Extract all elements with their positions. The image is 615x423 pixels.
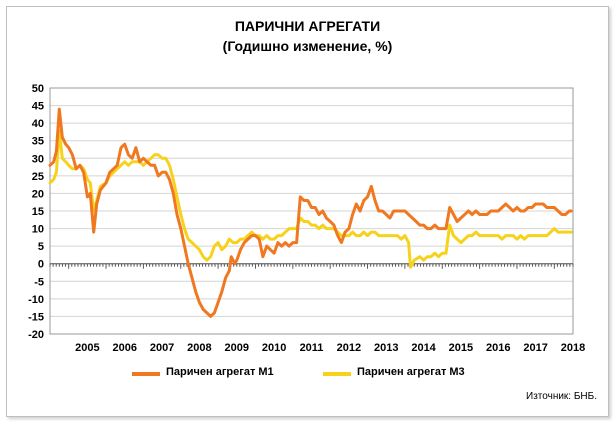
x-tick-label: 2008	[187, 342, 211, 354]
legend-swatch-m1	[132, 372, 160, 376]
series-lines	[48, 107, 573, 318]
y-tick-label: 0	[38, 259, 44, 271]
x-tick-label: 2016	[486, 342, 510, 354]
y-tick-label: 45	[32, 101, 44, 113]
plot-border	[49, 87, 574, 335]
x-tick-label: 2009	[225, 342, 249, 354]
y-tick-label: 35	[32, 136, 44, 148]
y-tick-label: -20	[28, 329, 44, 341]
legend-label-m1: Паричен агрегат М1	[166, 366, 274, 378]
y-tick-label: 5	[38, 241, 44, 253]
x-tick-label: 2018	[561, 342, 585, 354]
x-tick-label: 2012	[337, 342, 361, 354]
x-tick-label: 2006	[112, 342, 136, 354]
y-tick-label: -15	[28, 311, 44, 323]
y-tick-label: 15	[32, 206, 44, 218]
y-tick-label: 10	[32, 224, 44, 236]
y-tick-label: 20	[32, 188, 44, 200]
legend-swatch-m3	[323, 372, 351, 376]
legend-label-m3: Паричен агрегат М3	[357, 366, 465, 378]
source-note: Източник: БНБ.	[526, 391, 597, 402]
chart-title: ПАРИЧНИ АГРЕГАТИ	[234, 18, 381, 34]
y-axis-ticks: -20 -15 -10 -5 0 5 10 15 20 25 30 35 40 45 50	[28, 83, 44, 341]
x-axis-ticks: 2005 2006 2007 2008 2009 2010 2011 2012 2013 2014…	[49, 263, 585, 354]
x-tick-label: 2005	[75, 342, 99, 354]
x-tick-label: 2011	[300, 342, 324, 354]
y-tick-label: 30	[32, 153, 44, 165]
series-line-m1	[48, 107, 573, 318]
series-line-m3	[48, 128, 573, 269]
chart-subtitle: (Годишно изменение, %)	[222, 38, 393, 54]
x-tick-label: 2017	[523, 342, 547, 354]
y-tick-label: 50	[32, 83, 44, 95]
y-tick-label: 40	[32, 118, 44, 130]
y-tick-label: -5	[34, 276, 44, 288]
x-tick-label: 2010	[262, 342, 286, 354]
x-tick-label: 2015	[449, 342, 473, 354]
y-tick-label: -10	[28, 294, 44, 306]
y-tick-label: 25	[32, 171, 44, 183]
x-tick-label: 2013	[374, 342, 398, 354]
x-tick-label: 2007	[150, 342, 174, 354]
x-tick-label: 2014	[411, 342, 436, 354]
